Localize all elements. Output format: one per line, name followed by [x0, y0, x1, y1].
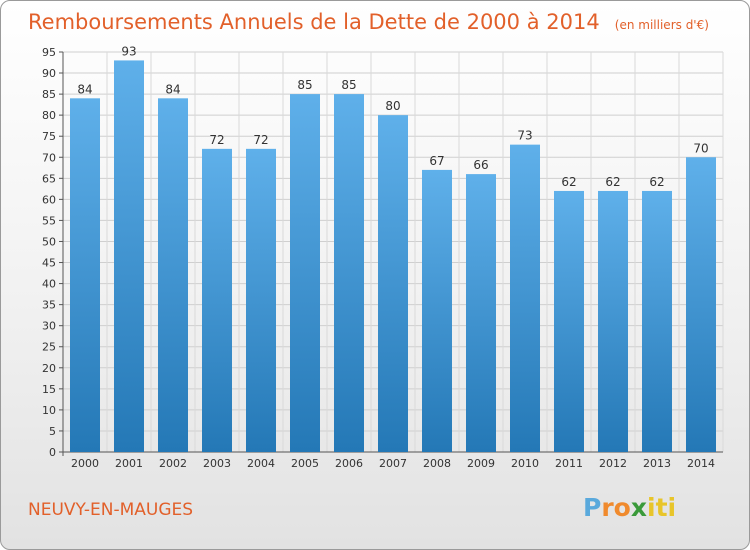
- y-tick-label: 25: [42, 341, 56, 354]
- logo-letter: t: [656, 493, 668, 522]
- bar-2012[interactable]: [598, 190, 628, 452]
- value-label-2011: 62: [561, 175, 576, 189]
- value-label-2000: 84: [77, 82, 92, 96]
- commune-name: NEUVY-EN-MAUGES: [28, 500, 193, 520]
- y-tick-label: 70: [42, 151, 56, 164]
- value-label-2008: 67: [429, 154, 444, 168]
- value-label-2001: 93: [121, 44, 136, 58]
- bar-2008[interactable]: [422, 169, 452, 453]
- value-label-2009: 66: [473, 158, 488, 172]
- y-tick-label: 85: [42, 88, 56, 101]
- value-label-2010: 73: [517, 129, 532, 143]
- y-tick-label: 20: [42, 362, 56, 375]
- bar-2001[interactable]: [114, 60, 144, 452]
- x-tick-label: 2003: [203, 457, 231, 470]
- bar-2002[interactable]: [158, 98, 188, 452]
- x-tick-label: 2002: [159, 457, 187, 470]
- x-tick-label: 2000: [71, 457, 99, 470]
- value-label-2007: 80: [385, 99, 400, 113]
- y-tick-label: 0: [49, 446, 56, 459]
- bar-2006[interactable]: [334, 94, 364, 453]
- bar-2009[interactable]: [466, 174, 496, 452]
- x-tick-label: 2006: [335, 457, 363, 470]
- y-tick-label: 40: [42, 278, 56, 291]
- bar-2003[interactable]: [202, 148, 232, 452]
- x-tick-label: 2011: [555, 457, 583, 470]
- y-tick-label: 75: [42, 130, 56, 143]
- value-label-2003: 72: [209, 133, 224, 147]
- x-tick-label: 2014: [687, 457, 715, 470]
- y-tick-label: 60: [42, 193, 56, 206]
- y-tick-label: 80: [42, 109, 56, 122]
- y-tick-label: 35: [42, 299, 56, 312]
- bar-2014[interactable]: [686, 157, 716, 452]
- logo-letter: i: [647, 493, 656, 522]
- value-label-2006: 85: [341, 78, 356, 92]
- logo-letter: x: [631, 493, 647, 522]
- bar-2000[interactable]: [70, 98, 100, 452]
- x-tick-label: 2001: [115, 457, 143, 470]
- x-tick-label: 2005: [291, 457, 319, 470]
- y-tick-label: 10: [42, 404, 56, 417]
- value-labels: 84 93 84 72 72 85 85 80 67 66 73 62 62 62 70: [77, 44, 708, 189]
- x-tick-label: 2007: [379, 457, 407, 470]
- bar-2007[interactable]: [378, 115, 408, 452]
- x-tick-label: 2004: [247, 457, 275, 470]
- bars: [70, 60, 716, 453]
- bar-2005[interactable]: [290, 94, 320, 453]
- y-tick-label: 50: [42, 235, 56, 248]
- chart-title: Remboursements Annuels de la Dette de 20…: [28, 10, 709, 34]
- proxiti-logo[interactable]: Proxiti: [583, 493, 676, 522]
- value-label-2002: 84: [165, 82, 180, 96]
- y-tick-label: 15: [42, 383, 56, 396]
- x-tick-label: 2009: [467, 457, 495, 470]
- value-label-2005: 85: [297, 78, 312, 92]
- logo-letter: r: [601, 493, 614, 522]
- y-tick-label: 95: [42, 46, 56, 59]
- bar-2004[interactable]: [246, 148, 276, 452]
- x-tick-label: 2008: [423, 457, 451, 470]
- x-tick-label: 2010: [511, 457, 539, 470]
- value-label-2014: 70: [693, 141, 708, 155]
- bar-2011[interactable]: [554, 190, 584, 452]
- logo-letter: i: [668, 493, 677, 522]
- x-tick-label: 2012: [599, 457, 627, 470]
- bar-2010[interactable]: [510, 144, 540, 452]
- logo-letter: o: [614, 493, 631, 522]
- value-label-2013: 62: [649, 175, 664, 189]
- y-tick-label: 55: [42, 214, 56, 227]
- y-tick-label: 30: [42, 320, 56, 333]
- y-tick-label: 45: [42, 257, 56, 270]
- value-label-2012: 62: [605, 175, 620, 189]
- x-tick-label: 2013: [643, 457, 671, 470]
- y-tick-label: 5: [49, 425, 56, 438]
- y-tick-label: 65: [42, 172, 56, 185]
- value-label-2004: 72: [253, 133, 268, 147]
- bar-2013[interactable]: [642, 190, 672, 452]
- y-tick-label: 90: [42, 67, 56, 80]
- logo-letter: P: [583, 493, 601, 522]
